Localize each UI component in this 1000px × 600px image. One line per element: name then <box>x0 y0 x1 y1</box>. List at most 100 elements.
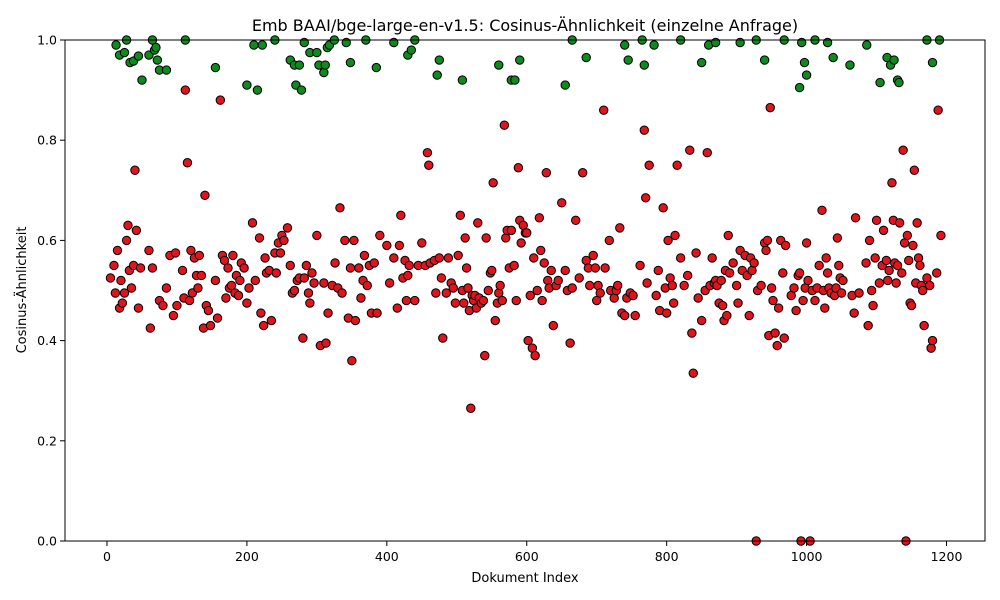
data-point-other <box>546 265 556 276</box>
data-point-other <box>571 215 581 226</box>
data-point-other <box>543 275 553 286</box>
data-point-other <box>868 300 878 311</box>
data-point-other <box>487 265 497 276</box>
data-point-other <box>906 300 917 311</box>
data-point-other <box>242 298 252 308</box>
data-point-other <box>925 280 935 291</box>
data-point-other <box>578 168 588 178</box>
data-point-other <box>936 230 946 241</box>
data-point-other <box>644 160 654 170</box>
data-point-other <box>670 230 680 241</box>
data-point-other <box>483 285 493 296</box>
data-point-other <box>362 280 372 291</box>
data-point-other <box>499 120 510 130</box>
data-point-other <box>765 102 775 113</box>
data-point-relevant <box>210 62 221 73</box>
data-point-other <box>894 218 905 228</box>
data-point-other <box>861 258 871 268</box>
data-point-other <box>401 295 412 306</box>
data-point-relevant <box>434 55 444 65</box>
data-point-other <box>235 275 245 286</box>
data-point-other <box>488 178 498 188</box>
data-point-other <box>595 288 605 298</box>
data-point-other <box>849 308 859 318</box>
data-point-other <box>340 235 350 246</box>
x-axis-title: Dokument Index <box>471 571 579 586</box>
data-point-other <box>506 225 517 236</box>
data-point-other <box>200 190 210 201</box>
data-point-other <box>898 145 908 155</box>
data-point-other <box>628 290 638 301</box>
data-point-other <box>131 225 142 236</box>
data-point-other <box>307 268 317 278</box>
data-point-other <box>932 268 942 278</box>
data-point-other <box>349 235 359 246</box>
data-point-other <box>275 248 286 258</box>
data-point-other <box>693 293 703 303</box>
y-axis: 0.0 0.2 0.4 0.6 0.8 1.0 <box>37 33 65 549</box>
data-point-other <box>604 235 614 246</box>
data-point-other <box>301 260 312 271</box>
data-point-other <box>455 210 465 221</box>
data-point-other <box>323 308 333 318</box>
data-point-other <box>266 315 277 326</box>
axes-background <box>65 40 985 541</box>
data-point-other <box>884 265 894 276</box>
data-point-other <box>495 280 505 291</box>
data-point-other <box>672 160 682 170</box>
data-point-other <box>193 283 203 293</box>
data-point-other <box>260 253 270 263</box>
data-point-other <box>130 165 140 175</box>
data-point-other <box>863 320 873 331</box>
data-point-other <box>685 145 695 155</box>
data-point-other <box>389 253 399 263</box>
data-point-other <box>908 240 918 251</box>
data-point-other <box>724 268 735 278</box>
data-point-other <box>687 328 697 338</box>
data-point-other <box>864 235 875 246</box>
data-point-other <box>866 285 877 296</box>
data-point-other <box>635 260 645 271</box>
data-point-other <box>639 125 649 135</box>
data-point-relevant <box>137 75 147 85</box>
data-point-other <box>810 295 820 306</box>
data-point-other <box>854 288 864 298</box>
data-point-other <box>850 213 861 223</box>
data-point-other <box>567 283 577 293</box>
data-point-relevant <box>345 57 356 68</box>
data-point-other <box>821 253 831 263</box>
data-point-relevant <box>119 47 130 58</box>
plot-area <box>65 40 985 541</box>
data-point-other <box>590 263 601 273</box>
data-point-other <box>501 233 511 243</box>
data-point-other <box>667 280 677 291</box>
data-point-other <box>382 240 392 251</box>
data-point-other <box>509 260 519 271</box>
data-point-other <box>891 278 901 288</box>
y-tick-label: 0.8 <box>37 133 57 148</box>
data-point-other <box>723 230 733 241</box>
data-point-other <box>309 278 319 288</box>
data-point-other <box>642 278 652 288</box>
data-point-other <box>933 105 943 115</box>
data-point-other <box>117 298 128 308</box>
data-point-other <box>473 218 483 228</box>
data-point-other <box>822 268 833 278</box>
data-point-other <box>305 298 315 308</box>
data-point-other <box>135 263 146 273</box>
data-point-other <box>450 298 461 308</box>
data-point-other <box>565 338 575 348</box>
data-point-other <box>403 270 413 281</box>
data-point-other <box>663 235 673 246</box>
data-point-other <box>653 265 663 276</box>
data-point-other <box>553 275 563 286</box>
data-point-other <box>247 218 258 228</box>
data-point-relevant <box>371 62 382 73</box>
data-point-other <box>453 250 463 261</box>
data-point-relevant <box>581 52 591 63</box>
data-point-other <box>897 268 907 278</box>
data-point-other <box>396 210 406 221</box>
data-point-relevant <box>294 60 305 70</box>
data-point-other <box>780 240 791 251</box>
